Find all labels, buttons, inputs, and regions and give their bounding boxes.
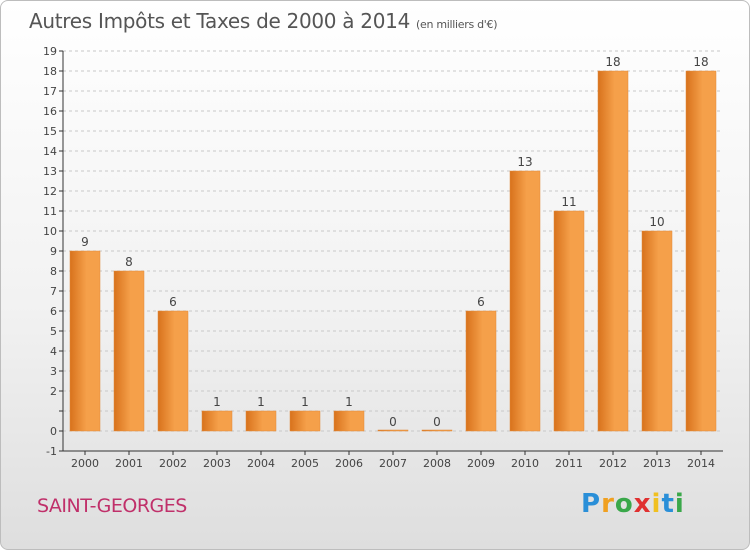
bar-2011 (553, 210, 585, 432)
logo-letter: P (581, 489, 602, 519)
bar-2003 (201, 410, 233, 432)
x-tick-label-2012: 2012 (599, 457, 627, 470)
value-label-2013: 10 (649, 215, 664, 229)
x-tick-label-2014: 2014 (687, 457, 715, 470)
x-tick-label-2004: 2004 (247, 457, 275, 470)
logo-letter: i (651, 489, 662, 519)
axes (59, 50, 723, 455)
bar-2012 (597, 70, 629, 432)
x-tick-label-2011: 2011 (555, 457, 583, 470)
value-label-2001: 8 (125, 255, 133, 269)
value-label-2004: 1 (257, 395, 265, 409)
x-tick-label-2000: 2000 (71, 457, 99, 470)
value-label-2012: 18 (605, 55, 620, 69)
y-tick-label: 5 (50, 325, 57, 338)
bar-2002 (157, 310, 189, 432)
logo-letter: x (633, 489, 652, 519)
value-label-2007: 0 (389, 415, 397, 429)
bar-2013 (641, 230, 673, 432)
value-label-2005: 1 (301, 395, 309, 409)
y-tick-label: 2 (50, 385, 57, 398)
y-tick-label: 7 (50, 285, 57, 298)
commune-name: SAINT-GEORGES (37, 495, 187, 517)
x-tick-label-2003: 2003 (203, 457, 231, 470)
chart-subtitle: (en milliers d'€) (416, 18, 498, 31)
bars (69, 70, 717, 432)
bar-2000 (69, 250, 101, 432)
value-label-2000: 9 (81, 235, 89, 249)
x-tick-label-2002: 2002 (159, 457, 187, 470)
y-tick-label: 16 (43, 105, 57, 118)
value-label-2009: 6 (477, 295, 485, 309)
x-tick-label-2010: 2010 (511, 457, 539, 470)
bar-2004 (245, 410, 277, 432)
bar-2009 (465, 310, 497, 432)
labels: -102345678910111213141516171819920008200… (43, 45, 715, 470)
x-tick-label-2013: 2013 (643, 457, 671, 470)
bar-2008 (421, 429, 453, 432)
x-tick-label-2005: 2005 (291, 457, 319, 470)
bar-2010 (509, 170, 541, 432)
logo-letter: o (614, 489, 634, 519)
value-label-2014: 18 (693, 55, 708, 69)
y-tick-label: 6 (50, 305, 57, 318)
logo-letter: t (661, 489, 675, 519)
value-label-2002: 6 (169, 295, 177, 309)
logo-letter: r (601, 489, 615, 519)
y-tick-label: 14 (43, 145, 57, 158)
x-tick-label-2001: 2001 (115, 457, 143, 470)
y-tick-label: 4 (50, 345, 57, 358)
y-tick-label: 19 (43, 45, 57, 58)
y-tick-label: 10 (43, 225, 57, 238)
y-tick-label: 12 (43, 185, 57, 198)
y-tick-label: 18 (43, 65, 57, 78)
y-tick-label: 13 (43, 165, 57, 178)
chart-title-text: Autres Impôts et Taxes de 2000 à 2014 (29, 9, 410, 33)
x-tick-label-2007: 2007 (379, 457, 407, 470)
y-tick-label: 15 (43, 125, 57, 138)
logo-letter: i (674, 489, 685, 519)
y-tick-label: 0 (50, 425, 57, 438)
x-tick-label-2008: 2008 (423, 457, 451, 470)
y-tick-label: 3 (50, 365, 57, 378)
chart-title: Autres Impôts et Taxes de 2000 à 2014 (en… (29, 9, 497, 33)
x-tick-label-2009: 2009 (467, 457, 495, 470)
value-label-2010: 13 (517, 155, 532, 169)
y-tick-label: 11 (43, 205, 57, 218)
value-label-2011: 11 (561, 195, 576, 209)
y-tick-label: 17 (43, 85, 57, 98)
bar-2006 (333, 410, 365, 432)
value-label-2008: 0 (433, 415, 441, 429)
y-tick-label: -1 (46, 445, 57, 458)
bar-2001 (113, 270, 145, 432)
x-tick-label-2006: 2006 (335, 457, 363, 470)
y-tick-label: 9 (50, 245, 57, 258)
bar-2005 (289, 410, 321, 432)
value-label-2003: 1 (213, 395, 221, 409)
proxiti-logo: Proxiti (581, 489, 685, 519)
value-label-2006: 1 (345, 395, 353, 409)
bar-2014 (685, 70, 717, 432)
y-tick-label: 8 (50, 265, 57, 278)
bar-2007 (377, 429, 409, 432)
